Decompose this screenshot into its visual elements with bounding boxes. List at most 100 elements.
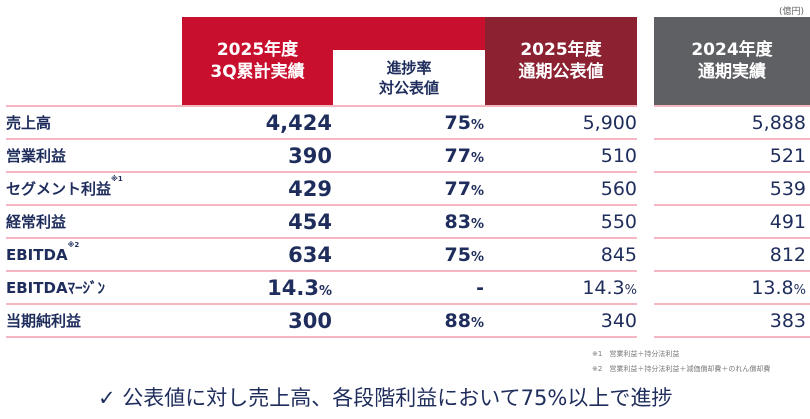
unit-label: (億円) — [778, 7, 804, 17]
table-row: 営業利益 390 77% 510 521 — [0, 140, 810, 173]
cell-prev-year: 539 — [770, 173, 806, 206]
row-label-text: 売上高 — [6, 114, 52, 132]
value: 77 — [444, 178, 471, 200]
row-divider — [6, 204, 637, 206]
row-divider — [654, 105, 810, 107]
table-row: EBITDAﾏｰｼﾞﾝ 14.3% -14.3% 13.8% — [0, 272, 810, 305]
header-line: 2024年度 — [691, 40, 773, 60]
table-row: セグメント利益※1 429 77% 560 539 — [0, 173, 810, 206]
value: 812 — [769, 244, 806, 266]
cell-forecast: 845 — [601, 239, 637, 272]
row-divider — [654, 237, 810, 239]
value: 13.8 — [751, 277, 794, 299]
cell-3q-actual: 4,424 — [266, 107, 332, 140]
value: 454 — [288, 210, 332, 234]
cell-forecast: 560 — [601, 173, 637, 206]
value: 510 — [600, 145, 637, 167]
value: 429 — [288, 177, 332, 201]
value: 845 — [600, 244, 637, 266]
row-divider — [654, 270, 810, 272]
value: 75 — [444, 244, 471, 266]
value: 550 — [600, 211, 637, 233]
value: 560 — [600, 178, 637, 200]
value: 5,900 — [582, 112, 637, 134]
cell-prev-year: 491 — [770, 206, 806, 239]
value: 14.3 — [582, 277, 625, 299]
row-label: セグメント利益※1 — [6, 173, 123, 206]
row-label-text: EBITDA — [6, 246, 68, 264]
table-row: 売上高 4,424 75% 5,900 5,888 — [0, 107, 810, 140]
value: 390 — [288, 144, 332, 168]
header-2024-actual: 2024年度 通期実績 — [654, 17, 810, 105]
unit: % — [793, 283, 806, 298]
unit: % — [470, 217, 484, 232]
unit: % — [470, 118, 484, 133]
row-divider — [654, 204, 810, 206]
row-divider — [654, 336, 810, 338]
header-line: 進捗率 — [386, 58, 432, 77]
header-line: 2025年度 — [520, 40, 602, 60]
cell-3q-actual: 429 — [288, 173, 332, 206]
unit: % — [470, 184, 484, 199]
value: 14.3 — [267, 276, 319, 300]
header-line: 2025年度 — [216, 40, 299, 60]
value: 539 — [769, 178, 806, 200]
cell-3q-actual: 634 — [288, 239, 332, 272]
value: 340 — [600, 310, 637, 332]
unit: % — [470, 151, 484, 166]
cell-forecast: 550 — [601, 206, 637, 239]
cell-forecast: 340 — [601, 305, 637, 338]
row-label: 経常利益 — [6, 206, 66, 239]
header-3q-actual: 2025年度 3Q累計実績 — [182, 17, 333, 105]
unit: % — [318, 284, 332, 299]
table-row: EBITDA※2 634 75% 845 812 — [0, 239, 810, 272]
row-label-text: EBITDAﾏｰｼﾞﾝ — [6, 279, 106, 297]
header-progress: 進捗率 対公表値 — [333, 50, 485, 105]
row-divider — [654, 138, 810, 140]
cell-progress: 77% — [445, 173, 484, 206]
value: 5,888 — [751, 112, 806, 134]
header-line: 3Q累計実績 — [210, 62, 305, 82]
value: 634 — [288, 243, 332, 267]
value: 75 — [444, 112, 471, 134]
value: 383 — [769, 310, 806, 332]
cell-progress: 75% — [445, 107, 484, 140]
row-label: 営業利益 — [6, 140, 66, 173]
unit: % — [470, 316, 484, 331]
row-label-text: 当期純利益 — [6, 312, 82, 330]
footnote-marker: ※1 — [111, 175, 123, 183]
unit: % — [470, 250, 484, 265]
cell-forecast: 5,900 — [583, 107, 637, 140]
value: 83 — [444, 211, 471, 233]
header-line: 通期実績 — [697, 62, 766, 82]
row-divider — [6, 336, 637, 338]
header-line: 通期公表値 — [518, 62, 604, 82]
cell-progress: 77% — [445, 140, 484, 173]
cell-prev-year: 521 — [770, 140, 806, 173]
row-divider — [6, 138, 637, 140]
value: 491 — [769, 211, 806, 233]
value: 4,424 — [265, 111, 332, 135]
cell-3q-actual: 454 — [288, 206, 332, 239]
header-line: 対公表値 — [378, 78, 439, 97]
row-divider — [6, 171, 637, 173]
cell-progress: 83% — [445, 206, 484, 239]
cell-3q-actual: 300 — [288, 305, 332, 338]
footnote-1: ※1 営業利益＋持分法利益 — [592, 350, 680, 358]
row-divider — [6, 303, 637, 305]
cell-progress: - — [476, 272, 484, 305]
value: 521 — [769, 145, 806, 167]
row-divider — [6, 105, 637, 107]
summary-text: ✓ 公表値に対し売上高、各段階利益において75%以上で進捗 — [98, 386, 673, 410]
cell-prev-year: 5,888 — [752, 107, 806, 140]
footnote-marker: ※2 — [67, 241, 80, 249]
row-divider — [654, 171, 810, 173]
cell-prev-year: 13.8% — [751, 272, 806, 305]
cell-3q-actual: 390 — [288, 140, 332, 173]
cell-forecast: 510 — [601, 140, 637, 173]
row-divider — [6, 270, 637, 272]
value: 300 — [288, 309, 332, 333]
row-divider — [654, 303, 810, 305]
row-label: 当期純利益 — [6, 305, 81, 338]
row-label: EBITDA※2 — [6, 239, 79, 272]
